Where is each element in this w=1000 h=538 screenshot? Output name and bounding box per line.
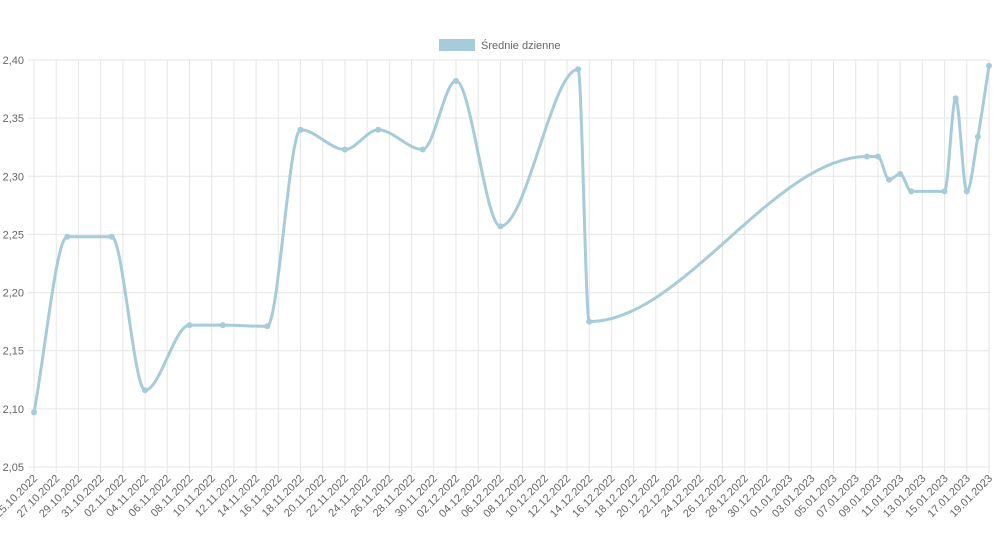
data-point [986, 62, 992, 69]
data-point [186, 322, 193, 329]
data-point [874, 153, 881, 160]
data-point [963, 188, 970, 195]
data-point [142, 387, 149, 394]
y-tick-label: 2,35 [3, 113, 24, 125]
data-point [586, 318, 593, 325]
legend-swatch [439, 39, 475, 51]
data-point [108, 233, 115, 240]
data-point [297, 126, 304, 133]
legend-label: Średnie dzienne [481, 39, 561, 52]
data-point [31, 409, 37, 416]
y-tick-label: 2,25 [3, 229, 24, 241]
data-point [897, 170, 904, 177]
data-point [341, 146, 348, 153]
y-tick-label: 2,20 [3, 288, 24, 300]
data-point [863, 153, 870, 160]
y-tick-label: 2,10 [3, 404, 24, 416]
data-point [908, 188, 915, 195]
data-point [419, 146, 426, 153]
y-tick-label: 2,30 [3, 171, 24, 183]
data-point [452, 77, 459, 84]
data-point [886, 176, 893, 183]
data-point [941, 188, 948, 195]
data-point [497, 223, 504, 230]
y-tick-label: 2,40 [3, 55, 24, 67]
y-tick-label: 2,15 [3, 346, 24, 358]
data-point [264, 323, 271, 330]
data-point [575, 66, 582, 73]
data-point [375, 126, 382, 133]
data-line [32, 65, 991, 413]
data-point [64, 233, 71, 240]
y-tick-label: 2,05 [3, 462, 24, 474]
data-point [952, 95, 959, 102]
data-point [219, 322, 226, 329]
data-point [974, 133, 981, 140]
